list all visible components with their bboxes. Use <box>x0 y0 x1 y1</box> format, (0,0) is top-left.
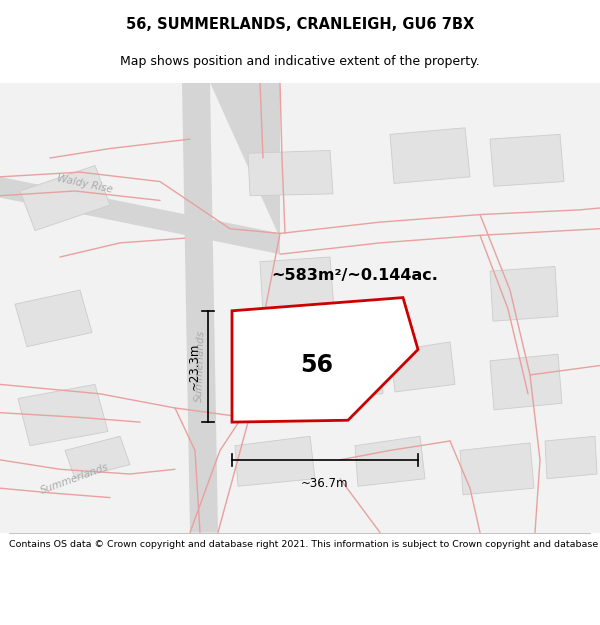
Polygon shape <box>390 342 455 392</box>
Polygon shape <box>15 290 92 347</box>
Polygon shape <box>182 82 218 532</box>
Polygon shape <box>20 166 110 231</box>
Text: ~36.7m: ~36.7m <box>301 477 349 490</box>
Polygon shape <box>490 266 558 321</box>
Text: Contains OS data © Crown copyright and database right 2021. This information is : Contains OS data © Crown copyright and d… <box>9 540 600 549</box>
Text: ~583m²/~0.144ac.: ~583m²/~0.144ac. <box>272 268 439 283</box>
Polygon shape <box>390 127 470 184</box>
Polygon shape <box>248 151 333 196</box>
Polygon shape <box>490 354 562 410</box>
Text: ~23.3m: ~23.3m <box>187 342 200 390</box>
Polygon shape <box>232 298 418 422</box>
Polygon shape <box>235 436 315 486</box>
Polygon shape <box>182 82 280 238</box>
Polygon shape <box>460 443 534 495</box>
Text: 56, SUMMERLANDS, CRANLEIGH, GU6 7BX: 56, SUMMERLANDS, CRANLEIGH, GU6 7BX <box>126 18 474 32</box>
Text: Waldy Rise: Waldy Rise <box>56 174 114 195</box>
Polygon shape <box>490 134 564 186</box>
Polygon shape <box>260 257 334 314</box>
Text: Summerlands: Summerlands <box>194 329 206 402</box>
Polygon shape <box>355 436 425 486</box>
Polygon shape <box>253 323 383 401</box>
Polygon shape <box>18 384 108 446</box>
Polygon shape <box>65 436 130 479</box>
Text: 56: 56 <box>300 352 333 377</box>
Text: Map shows position and indicative extent of the property.: Map shows position and indicative extent… <box>120 56 480 68</box>
Polygon shape <box>545 436 597 479</box>
Text: Summerlands: Summerlands <box>40 462 110 496</box>
Polygon shape <box>0 177 280 254</box>
